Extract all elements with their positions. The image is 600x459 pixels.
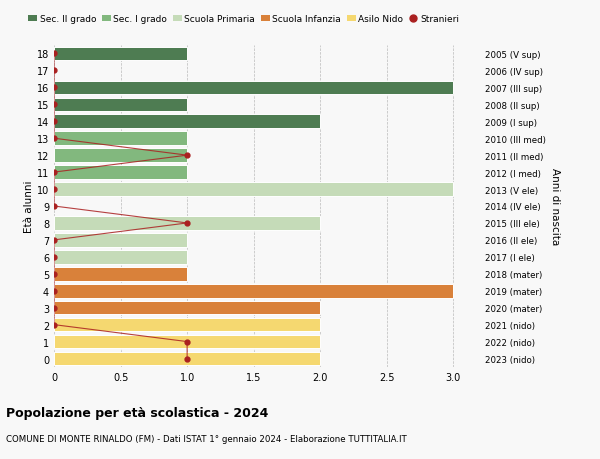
Bar bbox=[54, 65, 480, 78]
Bar bbox=[54, 301, 320, 315]
Bar bbox=[54, 48, 187, 61]
Bar bbox=[54, 98, 187, 112]
Y-axis label: Anni di nascita: Anni di nascita bbox=[550, 168, 560, 245]
Y-axis label: Età alunni: Età alunni bbox=[24, 180, 34, 233]
Bar bbox=[54, 352, 320, 365]
Bar bbox=[54, 166, 187, 179]
Bar bbox=[54, 115, 320, 129]
Text: COMUNE DI MONTE RINALDO (FM) - Dati ISTAT 1° gennaio 2024 - Elaborazione TUTTITA: COMUNE DI MONTE RINALDO (FM) - Dati ISTA… bbox=[6, 434, 407, 443]
Bar bbox=[54, 149, 187, 162]
Bar bbox=[54, 234, 187, 247]
Bar bbox=[54, 200, 480, 213]
Bar bbox=[54, 217, 320, 230]
Bar bbox=[54, 81, 454, 95]
Bar bbox=[54, 268, 187, 281]
Legend: Sec. II grado, Sec. I grado, Scuola Primaria, Scuola Infanzia, Asilo Nido, Stran: Sec. II grado, Sec. I grado, Scuola Prim… bbox=[25, 12, 463, 28]
Bar bbox=[54, 284, 454, 298]
Text: Popolazione per età scolastica - 2024: Popolazione per età scolastica - 2024 bbox=[6, 406, 268, 419]
Bar bbox=[54, 251, 187, 264]
Bar bbox=[54, 335, 320, 348]
Bar bbox=[54, 183, 454, 196]
Bar bbox=[54, 318, 320, 332]
Bar bbox=[54, 132, 187, 146]
